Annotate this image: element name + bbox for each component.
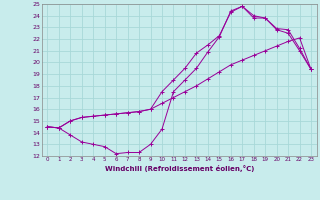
X-axis label: Windchill (Refroidissement éolien,°C): Windchill (Refroidissement éolien,°C) xyxy=(105,165,254,172)
